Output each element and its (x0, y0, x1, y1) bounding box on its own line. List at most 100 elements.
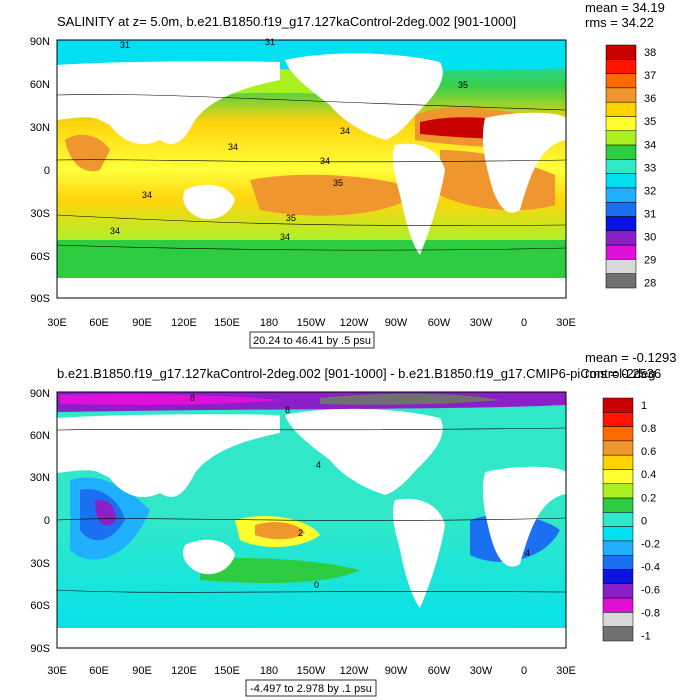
colorbar-swatch (605, 87, 637, 103)
colorbar-swatch (602, 440, 634, 456)
colorbar-swatch (605, 259, 637, 274)
contour-label: 34 (142, 190, 152, 200)
x-tick-label: 30E (47, 665, 67, 677)
colorbar-swatch (605, 101, 637, 117)
x-tick-label: 60W (428, 665, 451, 677)
colorbar-label: 0.6 (641, 446, 656, 458)
colorbar-swatch (602, 483, 634, 499)
y-tick-label: 90S (30, 293, 50, 305)
colorbar-label: -0.6 (641, 584, 660, 596)
x-tick-label: 30E (556, 665, 576, 677)
colorbar-label: 29 (644, 254, 656, 266)
panel-1: SALINITY at z= 5.0m, b.e21.B1850.f19_g17… (30, 0, 665, 349)
contour-label: 35 (286, 213, 296, 223)
colorbar-label: 0 (641, 515, 647, 527)
colorbar-label: 28 (644, 277, 656, 289)
colorbar-label: 30 (644, 231, 656, 243)
x-tick-label: 120E (171, 665, 197, 677)
x-tick-label: 90E (132, 317, 152, 329)
land-eurasia (57, 61, 280, 145)
contour-label: 35 (333, 178, 343, 188)
colorbar-swatch (602, 454, 634, 470)
y-tick-label: 30S (30, 558, 50, 570)
panel-1-y-axis: 90N 60N 30N 0 30S 60S 90S (30, 36, 50, 305)
x-tick-label: 30E (47, 317, 67, 329)
colorbar-label: 0.8 (641, 423, 656, 435)
colorbar-swatch (605, 187, 637, 203)
contour-label: 34 (110, 226, 120, 236)
contour-label: 4 (316, 460, 321, 470)
x-tick-label: 30W (470, 317, 493, 329)
colorbar-swatch (605, 59, 637, 74)
panel-2: b.e21.B1850.f19_g17.127kaControl-2deg.00… (30, 350, 676, 697)
colorbar-swatch (602, 497, 634, 513)
colorbar-swatch (602, 626, 634, 642)
panel-2-y-axis: 90N 60N 30N 0 30S 60S 90S (30, 388, 50, 655)
colorbar-swatch (602, 597, 634, 613)
x-tick-label: 0 (521, 317, 527, 329)
colorbar-swatch (605, 44, 637, 60)
contour-label: 34 (280, 232, 290, 242)
panel-1-x-axis: 30E 60E 90E 120E 150E 180 150W 120W 90W … (47, 317, 576, 329)
colorbar-swatch (602, 512, 634, 527)
x-tick-label: 150E (214, 665, 240, 677)
colorbar-label: 36 (644, 93, 656, 105)
panel-1-rms: rms = 34.22 (585, 15, 654, 30)
y-tick-label: 90N (30, 388, 50, 400)
contour-label: 4 (525, 548, 530, 558)
land-north-america (285, 53, 443, 140)
colorbar-label: 35 (644, 116, 656, 128)
x-tick-label: 180 (260, 665, 278, 677)
contour-label: 31 (120, 40, 130, 50)
colorbar-swatch (602, 612, 634, 627)
colorbar-label: -0.8 (641, 607, 660, 619)
colorbar-swatch (602, 540, 634, 556)
land-australia (183, 184, 235, 220)
land-africa (482, 112, 566, 213)
colorbar-label: -1 (641, 630, 651, 642)
panel-1-range-box (249, 331, 375, 349)
x-tick-label: 60E (89, 317, 109, 329)
x-tick-label: 60W (428, 317, 451, 329)
contour-label: 34 (340, 126, 350, 136)
colorbar-label: 32 (644, 185, 656, 197)
colorbar-swatch (602, 469, 634, 485)
y-tick-label: 30N (30, 472, 50, 484)
colorbar-swatch (605, 216, 637, 232)
panel-2-rms: rms = 0.2536 (585, 366, 661, 381)
panel-1-mean: mean = 34.19 (585, 0, 665, 15)
x-tick-label: 120W (340, 665, 369, 677)
contour-label: 34 (228, 142, 238, 152)
colorbar-swatch (602, 569, 634, 585)
colorbar-swatch (602, 583, 634, 599)
land-antarctica (57, 278, 566, 298)
x-tick-label: 120W (340, 317, 369, 329)
x-tick-label: 150E (214, 317, 240, 329)
colorbar-swatch (602, 526, 634, 542)
x-tick-label: 150W (297, 317, 326, 329)
x-tick-label: 30E (556, 317, 576, 329)
y-tick-label: 60N (30, 79, 50, 91)
colorbar-swatch (605, 130, 637, 146)
x-tick-label: 0 (521, 665, 527, 677)
colorbar-label: -0.2 (641, 538, 660, 550)
colorbar-swatch (602, 412, 634, 427)
colorbar-label: 0.2 (641, 492, 656, 504)
land-antarctica (57, 628, 566, 648)
colorbar-label: 33 (644, 162, 656, 174)
land-australia (183, 539, 235, 575)
x-tick-label: 150W (297, 665, 326, 677)
panel-2-range-label: -4.497 to 2.978 by .1 psu (250, 683, 372, 695)
colorbar-swatch (605, 144, 637, 160)
x-tick-label: 90W (385, 317, 408, 329)
y-tick-label: 0 (44, 515, 50, 527)
panel-1-map: 31 31 35 34 34 34 35 35 34 34 34 (56, 37, 567, 299)
contour-label: 34 (320, 156, 330, 166)
x-tick-label: 180 (260, 317, 278, 329)
colorbar-swatch (605, 273, 637, 289)
panel-2-range-box (245, 679, 377, 697)
x-tick-label: 120E (171, 317, 197, 329)
land-south-america (392, 143, 445, 255)
colorbar-label: 38 (644, 47, 656, 59)
